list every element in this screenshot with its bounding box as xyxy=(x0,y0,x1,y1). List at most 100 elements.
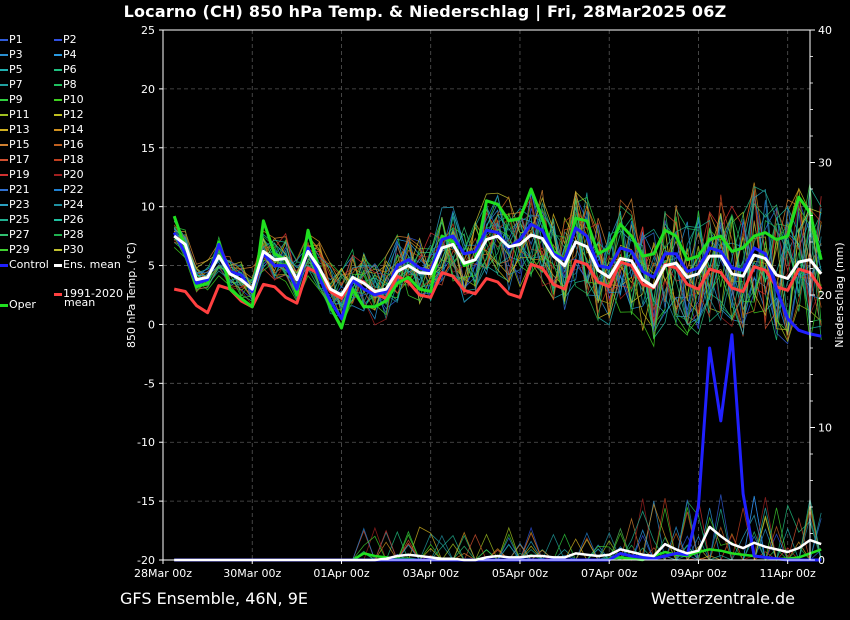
legend-item-p7: P7 xyxy=(0,78,23,92)
member-line-p27 xyxy=(173,197,822,340)
legend-item-p26: P26 xyxy=(54,213,84,227)
legend-item-p27: P27 xyxy=(0,228,30,242)
legend-item-control: Control xyxy=(0,258,49,272)
legend-label: P5 xyxy=(9,63,23,76)
legend-swatch xyxy=(54,84,62,86)
x-tick-label: 11Apr 00z xyxy=(760,567,817,580)
left-tick-label: 20 xyxy=(141,83,155,96)
legend-label: P6 xyxy=(63,63,77,76)
legend-item-p18: P18 xyxy=(54,153,84,167)
left-tick-label: -15 xyxy=(137,495,155,508)
member-lines xyxy=(173,182,822,348)
member-line-p17 xyxy=(174,189,822,337)
legend-swatch xyxy=(0,189,8,191)
right-axis-label: Niederschlag (mm) xyxy=(833,242,846,347)
legend-swatch xyxy=(0,219,8,221)
x-tick-label: 07Apr 00z xyxy=(581,567,638,580)
x-tick-label: 09Apr 00z xyxy=(670,567,727,580)
legend-swatch xyxy=(54,292,62,296)
left-axis-label: 850 hPa Temp. (°C) xyxy=(125,242,138,348)
ens-mean-precip-line xyxy=(174,525,822,562)
legend-label: P10 xyxy=(63,93,84,106)
legend-swatch xyxy=(0,99,8,101)
legend-swatch xyxy=(54,69,62,71)
legend-label: P18 xyxy=(63,153,84,166)
legend-item-p22: P22 xyxy=(54,183,84,197)
legend-swatch xyxy=(0,39,8,41)
ens-mean-line xyxy=(173,233,823,297)
legend-label: P25 xyxy=(9,213,30,226)
legend-label: P7 xyxy=(9,78,23,91)
legend-swatch xyxy=(0,204,8,206)
ensemble-chart: 25 20 15 10 5 0 -5 -10 -15 -20 40 30 20 10 0 28Mar 00z 3… xyxy=(125,24,846,585)
legend-swatch xyxy=(54,174,62,176)
legend-swatch xyxy=(54,54,62,56)
legend-label: P3 xyxy=(9,48,23,61)
legend-swatch xyxy=(54,219,62,221)
left-tick-label: 15 xyxy=(141,142,155,155)
member-line-p10 xyxy=(173,202,822,348)
left-tick-label: 25 xyxy=(141,24,155,37)
legend-item-p24: P24 xyxy=(54,198,84,212)
legend-swatch xyxy=(54,99,62,101)
right-tick-label: 20 xyxy=(818,289,832,302)
legend-swatch xyxy=(54,263,62,267)
left-tick-label: 10 xyxy=(141,201,155,214)
legend-item-p13: P13 xyxy=(0,123,30,137)
legend-item-p2: P2 xyxy=(54,33,77,47)
legend-swatch xyxy=(0,114,8,116)
legend-label: P24 xyxy=(63,198,84,211)
legend-label: P28 xyxy=(63,228,84,241)
grid-lines xyxy=(162,29,810,561)
legend-item-p4: P4 xyxy=(54,48,77,62)
legend-label: P11 xyxy=(9,108,30,121)
legend-item-p21: P21 xyxy=(0,183,30,197)
legend-label: P22 xyxy=(63,183,84,196)
legend-label: P2 xyxy=(63,33,77,46)
precip-lines xyxy=(174,494,822,562)
legend-item-p25: P25 xyxy=(0,213,30,227)
right-tick-label: 10 xyxy=(818,422,832,435)
legend-item-p15: P15 xyxy=(0,138,30,152)
right-tick-label: 30 xyxy=(818,157,832,170)
legend-swatch xyxy=(54,204,62,206)
legend-label: P26 xyxy=(63,213,84,226)
legend-label: P16 xyxy=(63,138,84,151)
left-tick-label: 0 xyxy=(148,318,155,331)
legend-swatch xyxy=(0,263,8,267)
legend-label: 1991-2020 xyxy=(63,287,123,300)
legend-item-p29: P29 xyxy=(0,243,30,257)
legend-swatch xyxy=(0,234,8,236)
legend-swatch xyxy=(54,234,62,236)
legend-climate-label-2: mean xyxy=(64,296,96,309)
x-axis-label: Date (UTC) xyxy=(456,583,516,585)
legend-label: P23 xyxy=(9,198,30,211)
chart-title: Locarno (CH) 850 hPa Temp. & Niederschla… xyxy=(123,2,727,21)
legend-label: P29 xyxy=(9,243,30,256)
legend-item-p20: P20 xyxy=(54,168,84,182)
legend-item-p16: P16 xyxy=(54,138,84,152)
legend-swatch xyxy=(54,129,62,131)
legend-item-p14: P14 xyxy=(54,123,84,137)
legend-swatch xyxy=(0,144,8,146)
legend-label: P13 xyxy=(9,123,30,136)
legend-item-p9: P9 xyxy=(0,93,23,107)
left-tick-label: 5 xyxy=(148,260,155,273)
legend-item-p17: P17 xyxy=(0,153,30,167)
legend-swatch xyxy=(0,129,8,131)
x-tick-label: 01Apr 00z xyxy=(313,567,370,580)
x-tick-label: 28Mar 00z xyxy=(134,567,192,580)
plot-frame xyxy=(162,29,811,561)
legend-item-p12: P12 xyxy=(54,108,84,122)
legend-label: P21 xyxy=(9,183,30,196)
legend-swatch xyxy=(54,159,62,161)
member-line-p24 xyxy=(173,213,822,324)
legend-label: P19 xyxy=(9,168,30,181)
climate-mean-line xyxy=(173,259,823,315)
legend-item-p11: P11 xyxy=(0,108,30,122)
legend-swatch xyxy=(54,144,62,146)
legend-label: P17 xyxy=(9,153,30,166)
control-line xyxy=(172,222,822,338)
legend-label: P8 xyxy=(63,78,77,91)
legend-item-p5: P5 xyxy=(0,63,23,77)
